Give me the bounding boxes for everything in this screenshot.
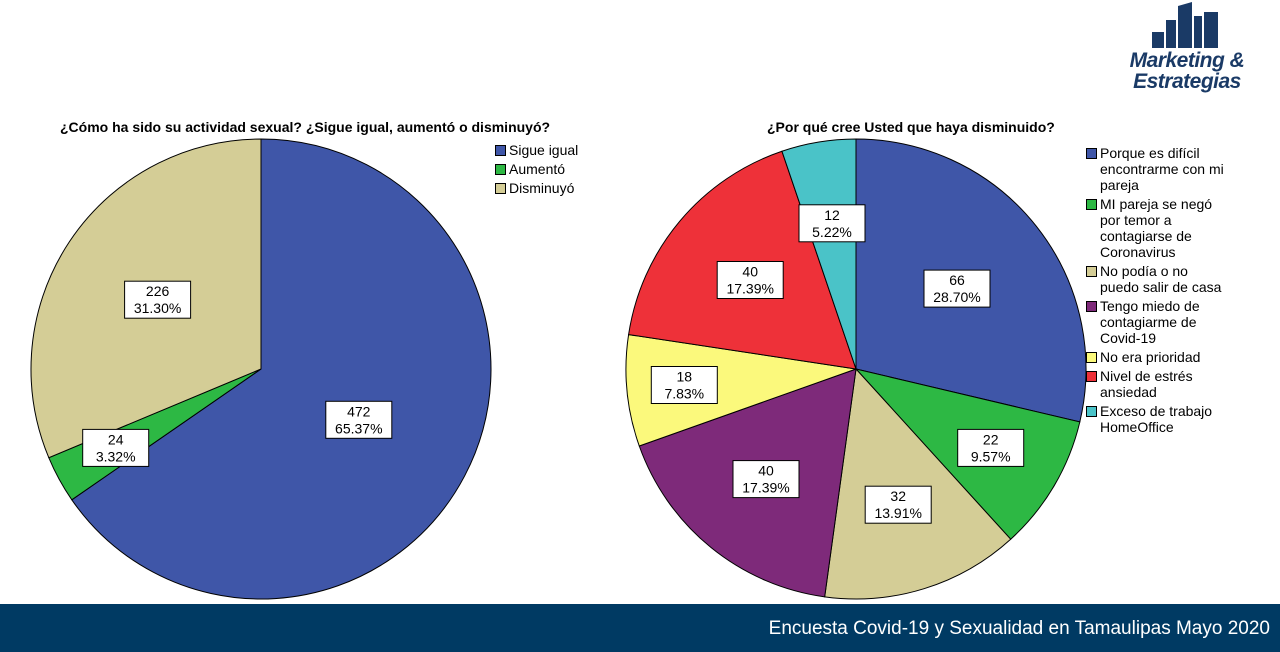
buildings-logo-icon — [1152, 2, 1218, 48]
chart-2-percent-label-1: 28.70% — [933, 289, 980, 305]
chart-2-value-label-5: 18 — [677, 369, 693, 385]
chart-2-legend-label-3: No podía o no puedo salir de casa — [1100, 263, 1222, 295]
chart-2-legend-label-4: Tengo miedo de contagiarme de Covid-19 — [1100, 298, 1200, 346]
chart-2-percent-label-2: 9.57% — [971, 448, 1011, 464]
chart-1-value-label-1: 472 — [347, 403, 371, 419]
chart-2-slice-5 — [625, 334, 857, 447]
chart-1-legend-item-3: Disminuyó — [495, 180, 615, 196]
chart-2-value-label-4: 40 — [758, 463, 774, 479]
chart-1-legend-label-2: Aumentó — [509, 161, 566, 177]
chart-1-legend-swatch-3 — [495, 183, 506, 194]
chart-2-data-label-5: 187.83% — [650, 366, 718, 404]
chart-2-slice-7 — [781, 138, 857, 370]
chart-2-percent-label-6: 17.39% — [726, 281, 773, 297]
chart-2-legend-item-7: Exceso de trabajo HomeOffice — [1086, 403, 1226, 435]
chart-2-percent-label-3: 13.91% — [874, 505, 921, 521]
chart-1-legend-label-1: Sigue igual — [509, 142, 579, 158]
chart-1-value-label-3: 226 — [146, 283, 170, 299]
chart-2-legend-item-2: MI pareja se negó por temor a contagiars… — [1086, 196, 1226, 260]
chart-2-legend-label-1: Porque es difícil encontrarme con mi par… — [1100, 145, 1224, 193]
chart-2-legend-item-3: No podía o no puedo salir de casa — [1086, 263, 1226, 295]
logo-line-1: Marketing & — [1129, 49, 1245, 72]
chart-2-legend-swatch-7 — [1086, 406, 1097, 417]
chart-1-data-label-2: 243.32% — [82, 428, 150, 467]
chart-2-legend-item-6: Nivel de estrés ansiedad — [1086, 368, 1226, 400]
chart-1-percent-label-1: 65.37% — [335, 420, 382, 436]
brand-logo: Marketing & Estrategias — [1112, 2, 1262, 102]
chart-2-value-label-2: 22 — [983, 431, 999, 447]
chart-2-percent-label-4: 17.39% — [742, 480, 789, 496]
footer-bar: Encuesta Covid-19 y Sexualidad en Tamaul… — [0, 604, 1280, 652]
chart-2-legend-label-7: Exceso de trabajo HomeOffice — [1100, 403, 1213, 435]
chart-1-legend-swatch-1 — [495, 145, 506, 156]
chart-2-value-label-6: 40 — [742, 264, 758, 280]
chart-2-legend-swatch-1 — [1086, 148, 1097, 159]
chart-2-legend-label-6: Nivel de estrés ansiedad — [1100, 368, 1193, 400]
chart-2-percent-label-7: 5.22% — [812, 224, 852, 240]
chart-1-percent-label-3: 31.30% — [134, 300, 181, 316]
chart-2-legend-item-5: No era prioridad — [1086, 349, 1226, 365]
chart-2-slice-3 — [824, 367, 1012, 600]
chart-1-legend-item-2: Aumentó — [495, 161, 615, 177]
chart-2-legend-swatch-6 — [1086, 371, 1097, 382]
logo-line-2: Estrategias — [1133, 70, 1241, 93]
chart-2-legend-swatch-5 — [1086, 352, 1097, 363]
chart-1-legend-swatch-2 — [495, 164, 506, 175]
chart-1-value-label-2: 24 — [108, 431, 124, 447]
chart-1-legend-item-1: Sigue igual — [495, 142, 615, 158]
chart-2-legend-item-4: Tengo miedo de contagiarme de Covid-19 — [1086, 298, 1226, 346]
chart-2-percent-label-5: 7.83% — [664, 386, 704, 402]
chart-2-data-label-2: 229.57% — [957, 428, 1025, 467]
chart-2-legend-item-1: Porque es difícil encontrarme con mi par… — [1086, 145, 1226, 193]
chart-2-value-label-3: 32 — [890, 488, 906, 504]
chart-2-value-label-7: 12 — [824, 207, 840, 223]
chart-1-legend-label-3: Disminuyó — [509, 180, 575, 196]
chart-2-title: ¿Por qué cree Usted que haya disminuido? — [767, 119, 1055, 135]
chart-1-percent-label-2: 3.32% — [96, 448, 136, 464]
chart-1-title: ¿Cómo ha sido su actividad sexual? ¿Sigu… — [60, 119, 551, 135]
chart-2-legend-swatch-3 — [1086, 266, 1097, 277]
chart-2-data-label-7: 125.22% — [798, 204, 866, 243]
chart-2-legend-label-2: MI pareja se negó por temor a contagiars… — [1100, 196, 1213, 260]
chart-2-legend-swatch-2 — [1086, 199, 1097, 210]
chart-2-legend-swatch-4 — [1086, 301, 1097, 312]
chart-1-slice-1 — [71, 138, 492, 600]
chart-2-value-label-1: 66 — [949, 272, 965, 288]
footer-title: Encuesta Covid-19 y Sexualidad en Tamaul… — [768, 618, 1270, 639]
chart-2-legend-label-5: No era prioridad — [1100, 349, 1201, 365]
